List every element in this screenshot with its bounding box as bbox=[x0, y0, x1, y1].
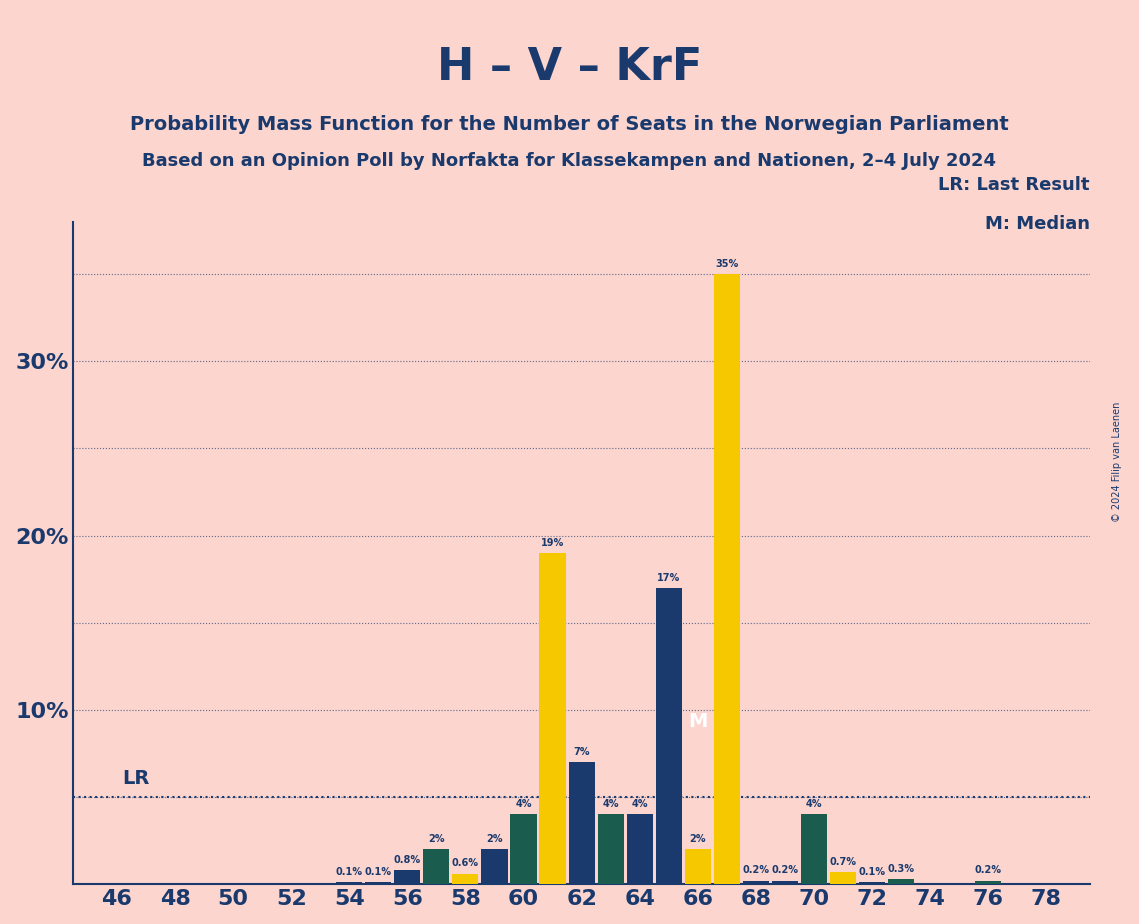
Bar bbox=[772, 881, 798, 884]
Bar bbox=[424, 849, 450, 884]
Bar bbox=[685, 849, 711, 884]
Bar bbox=[626, 814, 653, 884]
Text: Probability Mass Function for the Number of Seats in the Norwegian Parliament: Probability Mass Function for the Number… bbox=[130, 116, 1009, 135]
Text: Based on an Opinion Poll by Norfakta for Klassekampen and Nationen, 2–4 July 202: Based on an Opinion Poll by Norfakta for… bbox=[142, 152, 997, 170]
Text: 4%: 4% bbox=[515, 799, 532, 809]
Text: © 2024 Filip van Laenen: © 2024 Filip van Laenen bbox=[1112, 402, 1122, 522]
Text: 2%: 2% bbox=[486, 834, 502, 844]
Bar bbox=[714, 274, 740, 884]
Text: 0.2%: 0.2% bbox=[975, 866, 1001, 875]
Bar bbox=[510, 814, 536, 884]
Bar bbox=[975, 881, 1001, 884]
Bar bbox=[859, 882, 885, 884]
Bar bbox=[540, 553, 566, 884]
Bar bbox=[568, 762, 595, 884]
Bar bbox=[394, 870, 420, 884]
Text: M: M bbox=[688, 711, 707, 731]
Text: 0.3%: 0.3% bbox=[887, 864, 915, 874]
Text: 7%: 7% bbox=[573, 747, 590, 757]
Text: 0.8%: 0.8% bbox=[394, 855, 421, 865]
Text: 0.1%: 0.1% bbox=[336, 867, 362, 877]
Bar bbox=[656, 588, 682, 884]
Text: 19%: 19% bbox=[541, 538, 564, 548]
Text: 4%: 4% bbox=[805, 799, 822, 809]
Text: 4%: 4% bbox=[631, 799, 648, 809]
Text: 0.2%: 0.2% bbox=[743, 866, 769, 875]
Bar bbox=[336, 882, 362, 884]
Text: LR: Last Result: LR: Last Result bbox=[939, 176, 1090, 193]
Bar bbox=[830, 872, 857, 884]
Text: 0.1%: 0.1% bbox=[364, 867, 392, 877]
Bar bbox=[482, 849, 508, 884]
Text: 0.7%: 0.7% bbox=[829, 857, 857, 867]
Bar bbox=[801, 814, 827, 884]
Text: 17%: 17% bbox=[657, 573, 680, 583]
Text: 35%: 35% bbox=[715, 259, 738, 269]
Text: 0.1%: 0.1% bbox=[859, 867, 885, 877]
Bar bbox=[598, 814, 624, 884]
Bar bbox=[743, 881, 769, 884]
Text: M: Median: M: Median bbox=[985, 215, 1090, 233]
Bar bbox=[366, 882, 392, 884]
Text: LR: LR bbox=[123, 770, 150, 788]
Text: H – V – KrF: H – V – KrF bbox=[437, 46, 702, 90]
Text: 2%: 2% bbox=[689, 834, 706, 844]
Text: 0.6%: 0.6% bbox=[452, 858, 478, 869]
Text: 4%: 4% bbox=[603, 799, 618, 809]
Bar bbox=[888, 879, 915, 884]
Text: 2%: 2% bbox=[428, 834, 444, 844]
Bar bbox=[452, 874, 478, 884]
Text: 0.2%: 0.2% bbox=[771, 866, 798, 875]
